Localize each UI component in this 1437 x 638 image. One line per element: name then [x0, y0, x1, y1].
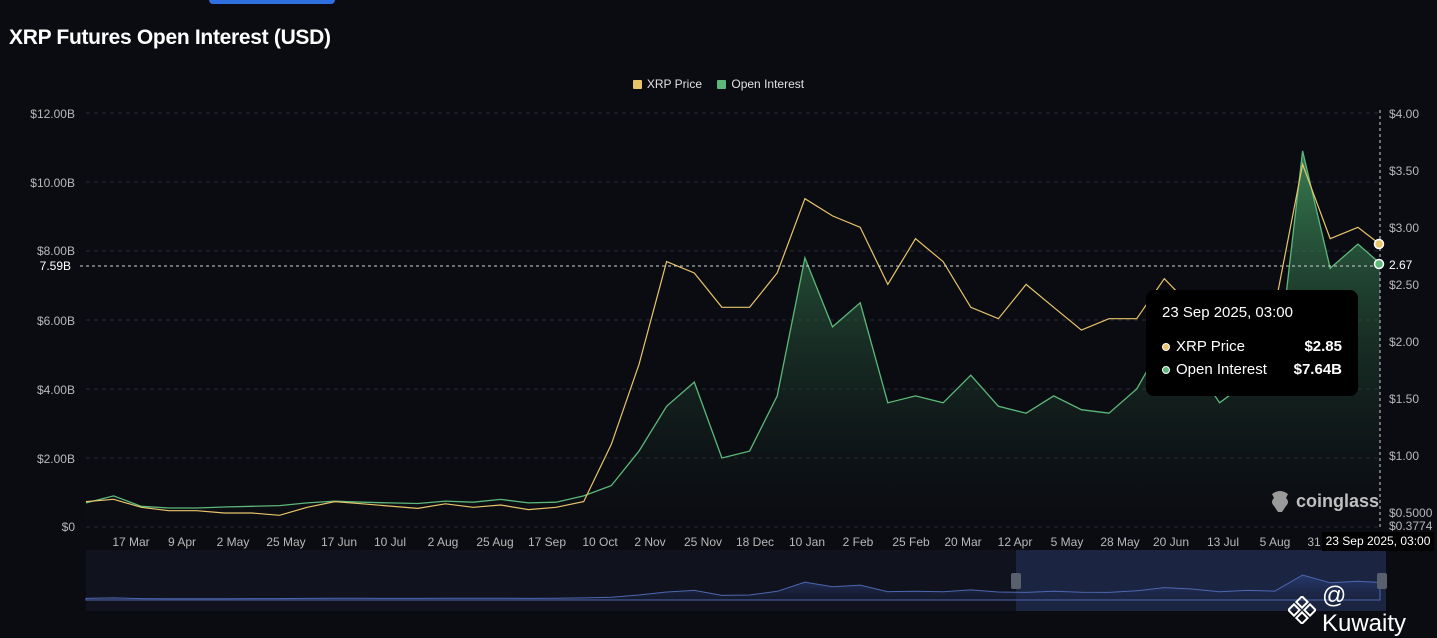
crosshair-right-label: 2.67: [1385, 257, 1429, 274]
x-tick-label: 2 Aug: [427, 535, 459, 549]
crosshair-left-label: 7.59B: [9, 258, 75, 274]
tooltip-dot-price: [1162, 342, 1170, 351]
x-tick-label: 20 Jun: [1152, 535, 1190, 549]
x-tick-label: 13 Jul: [1206, 535, 1240, 549]
x-tick-label: 12 Apr: [997, 535, 1033, 549]
open-interest-area: [86, 150, 1380, 527]
x-tick-label: 18 Dec: [735, 535, 775, 549]
y-left-tick: $6.00B: [36, 314, 75, 328]
x-tick-label: 5 May: [1050, 535, 1084, 549]
xrp-price-line: [85, 162, 1381, 516]
y-right-tick: $0.5000: [1389, 506, 1433, 520]
watermark-label: @ Kuwaity: [1321, 582, 1407, 637]
legend-label-oi: Open Interest: [731, 77, 805, 91]
x-tick-label: 10 Jan: [788, 535, 826, 549]
x-tick-label: 17 Jun: [320, 535, 358, 549]
tooltip-row-oi: Open Interest $7.64B: [1162, 358, 1342, 381]
tooltip-date: 23 Sep 2025, 03:00: [1162, 304, 1293, 321]
watermark: @ Kuwaity: [1288, 582, 1437, 638]
y-left-tick: $0: [61, 520, 75, 534]
x-tick-label: 25 Nov: [683, 535, 723, 549]
x-tick-label: 2 Nov: [634, 535, 666, 549]
x-tick-label: 25 Aug: [476, 535, 514, 549]
binance-icon: [1288, 596, 1316, 624]
y-left-tick: $10.00B: [30, 176, 75, 190]
brand-label: coinglass: [1296, 490, 1380, 511]
navigator-selection[interactable]: [1016, 550, 1386, 611]
navigator-area: [85, 574, 1381, 601]
navigator[interactable]: [85, 550, 1387, 611]
navigator-handle-right[interactable]: [1377, 573, 1387, 589]
x-tick-label: 17 Mar: [112, 535, 150, 549]
y-right-tick: $1.00: [1389, 449, 1420, 463]
chart-legend: XRP Price Open Interest: [0, 77, 1437, 92]
y-right-tick: $4.00: [1389, 107, 1420, 121]
tooltip-row-price: XRP Price $2.85: [1162, 335, 1342, 358]
y-left-tick: $2.00B: [36, 452, 75, 466]
chart-tooltip: 23 Sep 2025, 03:00 XRP Price $2.85 Open …: [1146, 290, 1358, 396]
coinglass-icon: [1272, 491, 1288, 512]
x-tick-label: 10 Jul: [373, 535, 407, 549]
page-title: XRP Futures Open Interest (USD): [9, 26, 331, 49]
y-left-tick: $12.00B: [30, 107, 75, 121]
x-tick-label: 9 Apr: [167, 535, 197, 549]
y-right-tick: $3.50: [1389, 164, 1420, 178]
y-right-tick: $0.3774: [1389, 519, 1433, 533]
x-tick-label: 25 Feb: [892, 535, 930, 549]
coinglass-logo: coinglass: [1268, 488, 1379, 514]
oi-marker: [1373, 258, 1385, 270]
tooltip-value-oi: $7.64B: [1293, 361, 1342, 378]
x-tick-label: 31: [1307, 535, 1321, 549]
y-right-tick: $2.00: [1389, 335, 1420, 349]
x-tick-label: 2 Feb: [842, 535, 874, 549]
price-marker: [1373, 238, 1385, 250]
y-right-tick: $2.50: [1389, 278, 1420, 292]
x-tick-label: 28 May: [1100, 535, 1140, 549]
y-right-tick: $3.00: [1389, 221, 1420, 235]
y-left-tick: $8.00B: [36, 244, 75, 258]
tooltip-label-oi: Open Interest: [1176, 361, 1267, 378]
navigator-handle-left[interactable]: [1011, 573, 1021, 589]
tooltip-dot-oi: [1162, 365, 1170, 374]
x-tick-label: 20 Mar: [944, 535, 982, 549]
crosshair-date-label: 23 Sep 2025, 03:00: [1322, 532, 1434, 551]
tooltip-label-price: XRP Price: [1176, 338, 1245, 355]
top-accent-bar: [209, 0, 335, 4]
x-tick-label: 17 Sep: [527, 535, 567, 549]
legend-item-oi[interactable]: Open Interest: [717, 77, 804, 91]
legend-item-price[interactable]: XRP Price: [632, 77, 703, 91]
x-tick-label: 25 May: [266, 535, 306, 549]
tooltip-value-price: $2.85: [1304, 338, 1342, 355]
x-tick-label: 10 Oct: [582, 535, 618, 549]
legend-label-price: XRP Price: [646, 77, 703, 91]
x-tick-label: 5 Aug: [1259, 535, 1291, 549]
chart-canvas[interactable]: [0, 0, 1437, 621]
legend-swatch-price: [632, 79, 642, 89]
legend-swatch-oi: [717, 79, 727, 89]
y-right-tick: $1.50: [1389, 392, 1420, 406]
x-tick-label: 2 May: [216, 535, 250, 549]
y-left-tick: $4.00B: [36, 383, 75, 397]
